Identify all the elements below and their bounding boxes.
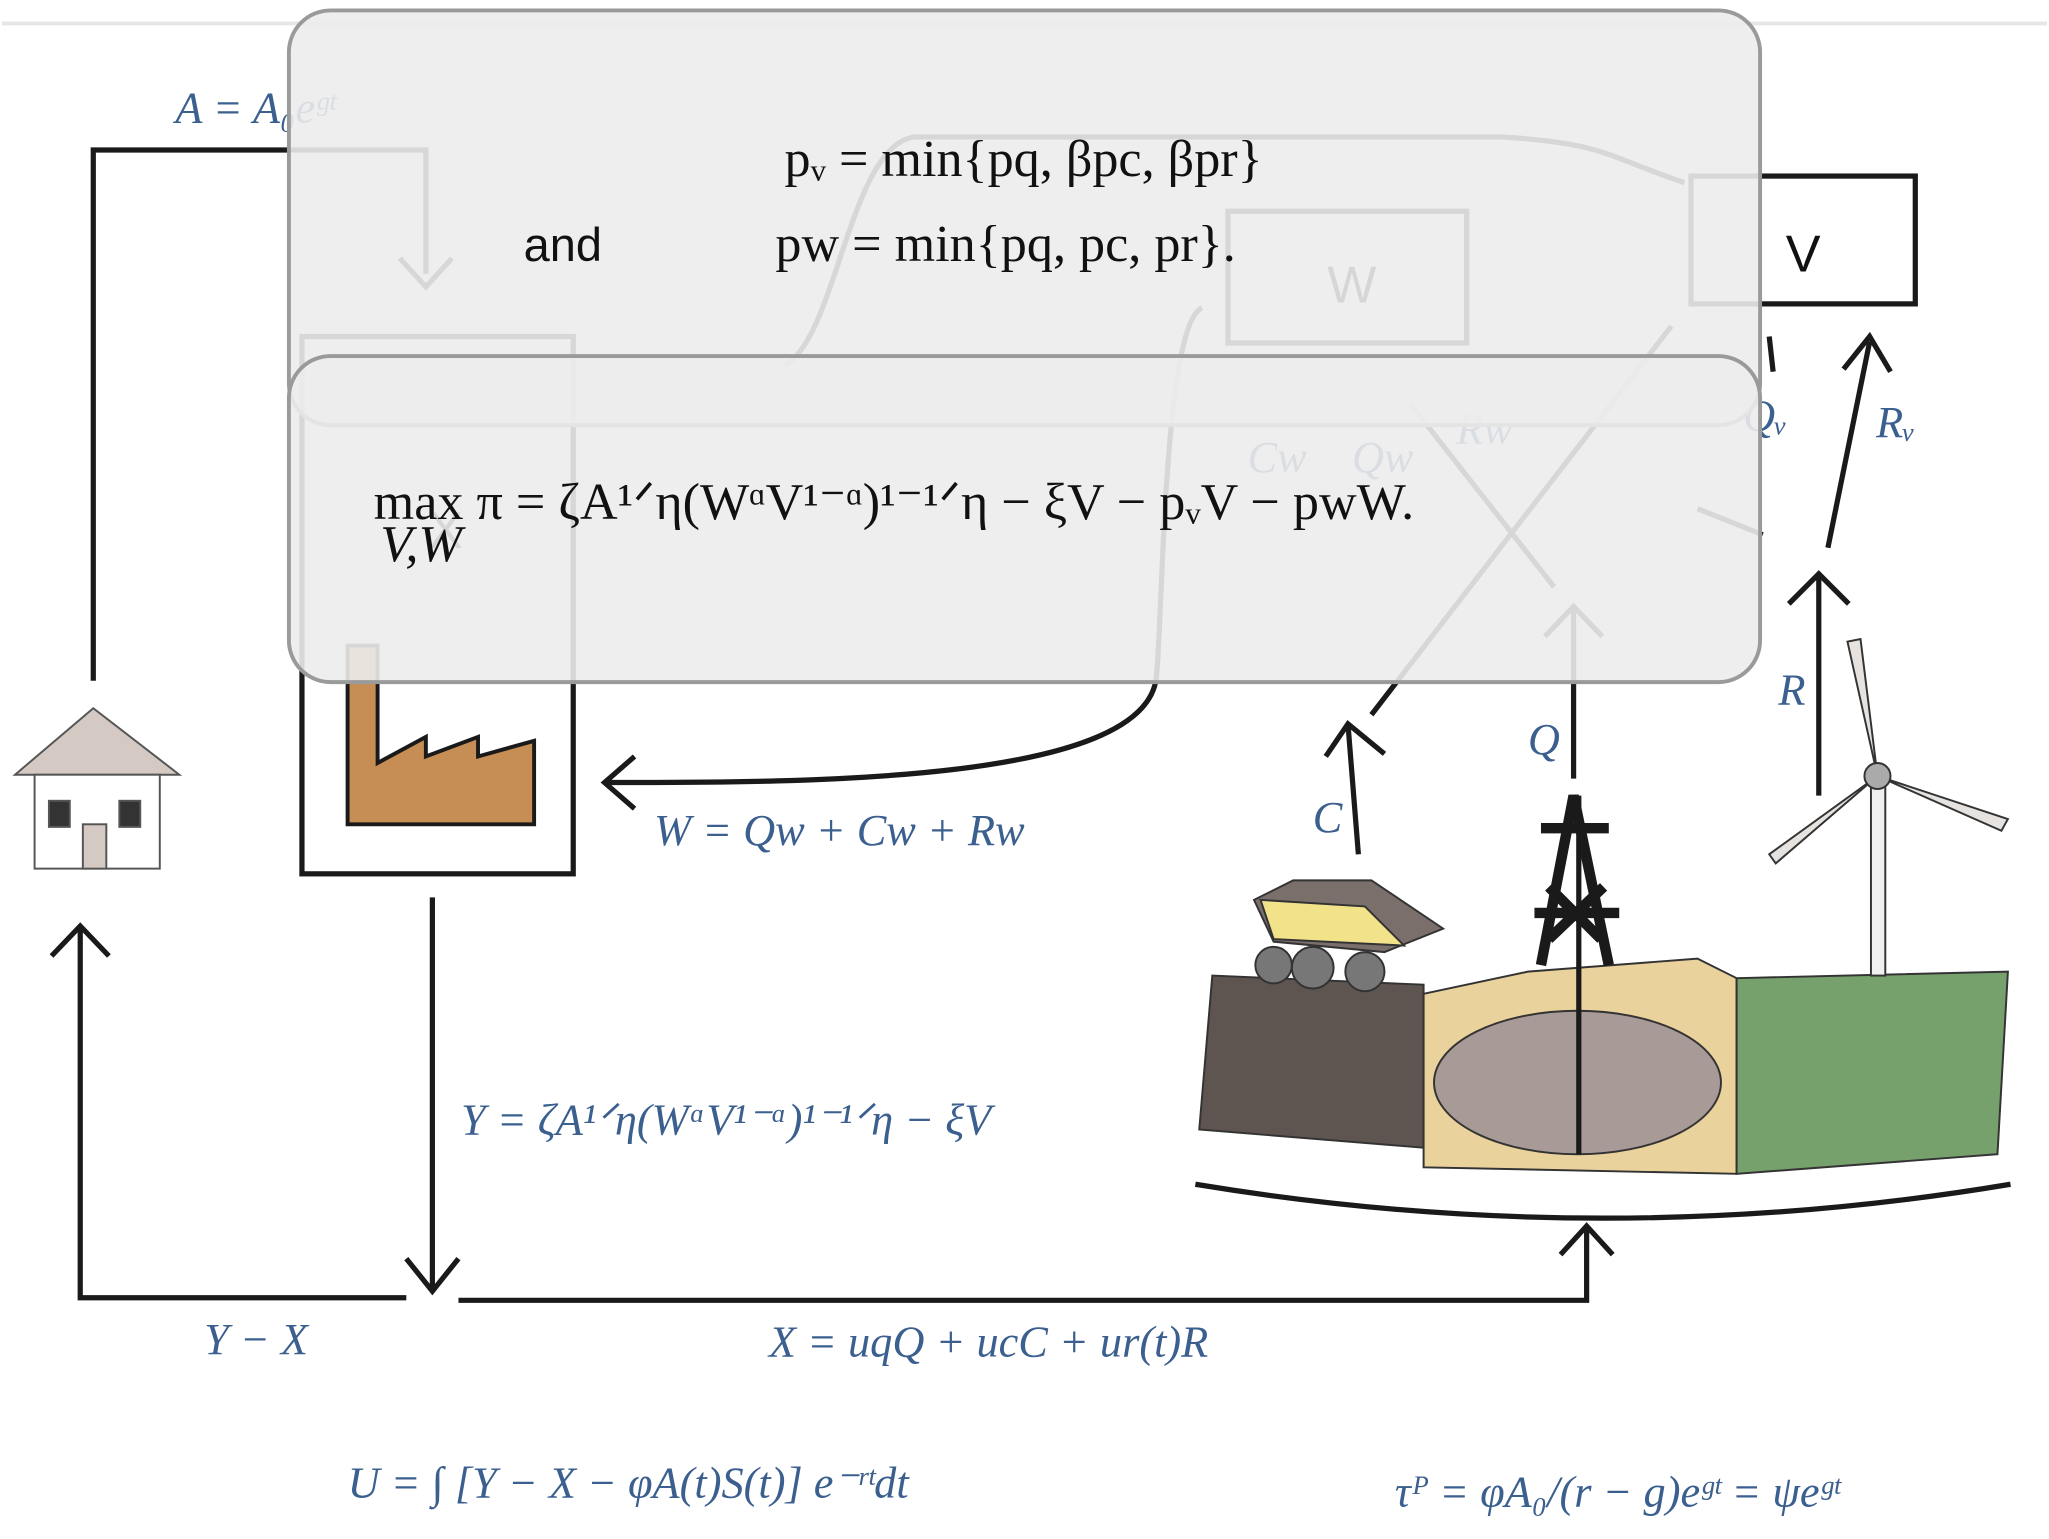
label: R: [1777, 664, 1805, 714]
formula: pᵥ = min{pq, βpc, βpr}: [785, 131, 1263, 188]
label: U = ∫ [Y − X − φA(t)S(t)] e⁻ʳᵗdt: [348, 1457, 911, 1509]
shape: [458, 1226, 1612, 1300]
label: Q: [1528, 714, 1560, 764]
label: Rᵥ: [1875, 397, 1915, 447]
shape: [1871, 783, 1885, 976]
shape: [1864, 763, 1890, 789]
formula: max π = ζA¹ᐟη(WᵅV¹⁻ᵅ)¹⁻¹ᐟη − ξV − pᵥV − …: [374, 474, 1414, 531]
shape: [1199, 976, 1423, 1148]
shape: [15, 708, 179, 775]
shape: [1345, 952, 1384, 991]
label: Y = ζA¹ᐟη(WᵅV¹⁻ᵅ)¹⁻¹ᐟη − ξV: [461, 1095, 996, 1145]
formula: pw = min{pq, pc, pr}.: [775, 216, 1235, 273]
shape: [83, 824, 106, 868]
text: and: [524, 218, 602, 271]
overlay-bottom: max π = ζA¹ᐟη(WᵅV¹⁻ᵅ)¹⁻¹ᐟη − ξV − pᵥV − …: [289, 356, 1760, 682]
diagram: V W X A = A₀eᵍᵗ W = Qw + Cw + Rw Y = ζA¹…: [0, 0, 2049, 1539]
shape: [119, 801, 140, 827]
formula-subscript: V,W: [380, 516, 466, 573]
shape: [406, 897, 458, 1291]
label: W = Qw + Cw + Rw: [654, 805, 1025, 855]
label: C: [1313, 792, 1343, 842]
node-v: V: [1786, 225, 1821, 283]
label: X = uqQ + ucC + ur(t)R: [767, 1316, 1208, 1366]
shape: [49, 801, 70, 827]
shape: [52, 926, 407, 1298]
shape: [1292, 947, 1334, 989]
landscape: [1195, 639, 2010, 1218]
shape: [1195, 1184, 2010, 1218]
shape: [1255, 947, 1292, 984]
label: Y − X: [204, 1314, 310, 1364]
house: [15, 708, 179, 868]
label: τᴾ = φA₀/(r − g)eᵍᵗ = ψeᵍᵗ: [1395, 1466, 1842, 1516]
shape: [1737, 972, 2008, 1174]
